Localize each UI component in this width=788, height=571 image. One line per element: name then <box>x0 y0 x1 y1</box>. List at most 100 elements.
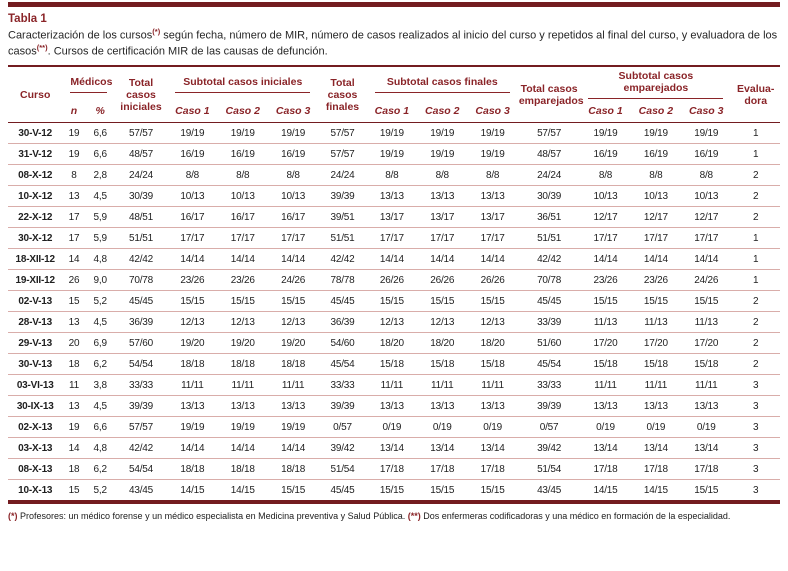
curso-cell: 30-V-12 <box>18 127 53 139</box>
table-cell: 51/54 <box>537 463 562 475</box>
table-cell: 1 <box>753 232 759 244</box>
caption-double-asterisk-marker: (**) <box>36 42 48 52</box>
table-cell: 23/26 <box>593 274 618 286</box>
table-cell: 8/8 <box>385 169 399 181</box>
table-cell: 4,5 <box>93 400 108 412</box>
curso-cell: 19-XII-12 <box>15 274 56 286</box>
col-group-subtotal-casos-finales: Subtotal casos finales <box>367 66 518 102</box>
table-cell: 8/8 <box>598 169 613 181</box>
table-cell: 5,9 <box>93 211 108 223</box>
table-cell: 3 <box>753 442 759 454</box>
table-cell: 36/51 <box>537 211 562 223</box>
table-cell: 15/15 <box>593 295 618 307</box>
table-cell: 16/19 <box>694 148 719 160</box>
table-cell: 15/18 <box>480 358 505 370</box>
table-cell: 42/42 <box>128 442 154 454</box>
table-cell: 3,8 <box>93 379 108 391</box>
table-cell: 11/11 <box>231 379 255 391</box>
table-cell: 26/26 <box>379 274 404 286</box>
table-cell: 8/8 <box>236 169 250 181</box>
table-cell: 19/19 <box>480 127 505 139</box>
table-cell: 4,8 <box>93 442 108 454</box>
table-cell: 18/18 <box>230 358 255 370</box>
table-cell: 24/24 <box>537 169 562 181</box>
table-cell: 6,6 <box>93 127 108 139</box>
table-cell: 13/17 <box>430 211 455 223</box>
table-cell: 19/19 <box>230 421 255 433</box>
table-cell: 10/13 <box>230 190 255 202</box>
table-cell: 13/14 <box>379 442 404 454</box>
table-cell: 18/18 <box>180 358 205 370</box>
table-row: 29-V-13 20 6,9 57/60 19/20 19/20 19/20 54/60 18/… <box>8 333 780 354</box>
table-cell: 19 <box>68 148 80 160</box>
table-cell: 18/18 <box>230 463 255 475</box>
table-cell: 26/26 <box>430 274 455 286</box>
table-cell: 12/13 <box>281 316 306 328</box>
table-cell: 2 <box>753 169 759 181</box>
table-cell: 12/13 <box>230 316 255 328</box>
table-cell: 6,2 <box>93 463 108 475</box>
col-group-medicos: Médicos <box>62 66 114 102</box>
table-cell: 24/26 <box>281 274 306 286</box>
table-cell: 15/15 <box>643 295 668 307</box>
col-header-finales-caso-3: Caso 3 <box>475 105 510 118</box>
table-cell: 15/18 <box>694 358 719 370</box>
table-cell: 18 <box>68 358 80 370</box>
table-cell: 16/19 <box>281 148 306 160</box>
table-cell: 14 <box>68 442 80 454</box>
table-cell: 14/14 <box>281 253 306 265</box>
table-cell: 13/14 <box>643 442 668 454</box>
table-cell: 43/45 <box>537 484 562 496</box>
table-cell: 13/13 <box>593 400 618 412</box>
table-cell: 8 <box>71 169 77 181</box>
table-cell: 0/19 <box>432 421 452 433</box>
table-cell: 70/78 <box>537 274 562 286</box>
table-cell: 10/13 <box>281 190 306 202</box>
caption-asterisk-marker: (*) <box>152 26 161 36</box>
table-cell: 15/15 <box>430 484 455 496</box>
table-cell: 15/15 <box>180 295 205 307</box>
table-row: 03-VI-13 11 3,8 33/33 11/11 11/11 11/11 33/33 11… <box>8 375 780 396</box>
table-cell: 11/11 <box>594 379 617 391</box>
table-cell: 13/17 <box>379 211 404 223</box>
col-header-total-casos-finales: Total casos finales <box>325 76 360 113</box>
table-cell: 6,6 <box>93 421 108 433</box>
table-cell: 5,2 <box>93 484 108 496</box>
col-group-subtotal-casos-emparejados: Subtotal casos emparejados <box>580 66 731 102</box>
table-cell: 14/15 <box>593 484 618 496</box>
table-row: 02-X-13 19 6,6 57/57 19/19 19/19 19/19 0/57 0/19… <box>8 417 780 438</box>
table-cell: 8/8 <box>649 169 663 181</box>
table-cell: 19/19 <box>593 127 618 139</box>
table-cell: 42/42 <box>330 253 355 265</box>
table-cell: 15/15 <box>281 295 306 307</box>
table-cell: 42/42 <box>537 253 562 265</box>
table-cell: 0/19 <box>382 421 402 433</box>
table-cell: 51/51 <box>128 232 154 244</box>
table-cell: 3 <box>753 421 759 433</box>
table-title: Tabla 1 <box>8 13 47 25</box>
table-cell: 45/54 <box>330 358 355 370</box>
footnote-asterisk-marker: (*) <box>8 511 18 522</box>
table-cell: 17/18 <box>643 463 668 475</box>
table-cell: 19/20 <box>230 337 255 349</box>
table-cell: 23/26 <box>230 274 255 286</box>
table-cell: 2 <box>753 295 759 307</box>
table-cell: 15/18 <box>430 358 455 370</box>
curso-cell: 10-X-13 <box>18 484 53 496</box>
table-cell: 39/42 <box>537 442 562 454</box>
table-cell: 5,9 <box>93 232 108 244</box>
table-cell: 14/14 <box>230 442 255 454</box>
col-header-curso: Curso <box>20 88 51 101</box>
table-cell: 11/11 <box>644 379 668 391</box>
table-cell: 14/14 <box>643 253 668 265</box>
table-cell: 8/8 <box>286 169 300 181</box>
table-cell: 51/51 <box>330 232 355 244</box>
table-cell: 14/14 <box>180 253 205 265</box>
table-cell: 13/13 <box>379 190 404 202</box>
table-cell: 15/15 <box>230 295 255 307</box>
col-header-emparejados-caso-3: Caso 3 <box>689 105 724 118</box>
table-cell: 45/54 <box>537 358 562 370</box>
table-cell: 18/20 <box>480 337 505 349</box>
table-cell: 16/19 <box>230 148 255 160</box>
table-cell: 2 <box>753 190 759 202</box>
